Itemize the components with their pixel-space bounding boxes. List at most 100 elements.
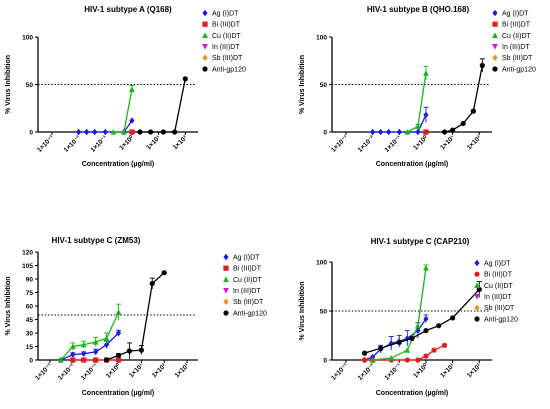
series-ag-i-dt bbox=[370, 106, 429, 136]
data-point bbox=[415, 322, 421, 329]
data-point bbox=[182, 76, 188, 82]
y-tick-label: 60 bbox=[26, 303, 34, 310]
y-tick-label: 0 bbox=[323, 129, 327, 136]
legend-marker bbox=[492, 32, 498, 38]
chart-title: HIV-1 subtype C (ZM53) bbox=[52, 236, 141, 245]
data-point bbox=[103, 357, 110, 363]
legend-label: Ag (I)DT bbox=[484, 260, 511, 267]
data-point bbox=[138, 347, 144, 353]
legend: Ag (I)DT Bi (III)DT Cu (II)DT In (III)DT Sb … bbox=[223, 253, 267, 317]
chart-title: HIV-1 subtype A (Q168) bbox=[84, 5, 172, 14]
legend-label: In (III)DT bbox=[484, 294, 512, 301]
chart-panel-3: HIV-1 subtype C (ZM53) 0 15 30 45 60 75 90 105 12… bbox=[5, 236, 267, 397]
data-point bbox=[476, 286, 482, 293]
legend-label: Cu (II)DT bbox=[484, 283, 514, 290]
data-point bbox=[441, 342, 448, 348]
legend-label: Sb (III)DT bbox=[212, 55, 243, 62]
legend-marker bbox=[492, 21, 498, 27]
data-point bbox=[415, 123, 421, 129]
series-bi-iii-dt bbox=[70, 357, 122, 363]
data-point bbox=[137, 129, 143, 135]
x-tick-label: 1×10⁻² bbox=[63, 134, 83, 154]
y-axis-label: % Virus Inhibition bbox=[299, 55, 306, 114]
chart-panel-4: HIV-1 subtype C (CAP210) 0 50 100 1×10⁻³ 1×10… bbox=[299, 237, 518, 397]
y-tick-label: 15 bbox=[26, 344, 34, 351]
data-point bbox=[84, 128, 90, 136]
data-point bbox=[460, 120, 466, 127]
chart-panel-1: HIV-1 subtype A (Q168) 0 50 100 1×10⁻³ 1×10⁻²… bbox=[5, 5, 246, 168]
x-tick-label: 1×10² bbox=[172, 134, 189, 151]
data-point bbox=[470, 108, 476, 114]
data-point bbox=[149, 280, 155, 287]
legend-label: In (III)DT bbox=[502, 44, 530, 51]
legend-marker bbox=[492, 66, 498, 72]
data-point bbox=[81, 350, 87, 357]
x-tick-label: 1×10⁻¹ bbox=[89, 134, 108, 153]
x-axis-label: Concentration (µg/ml) bbox=[376, 390, 448, 397]
x-tick-label: 1×10¹ bbox=[145, 134, 162, 151]
data-point bbox=[378, 128, 384, 136]
data-point bbox=[147, 129, 154, 135]
data-point bbox=[415, 128, 421, 136]
data-point bbox=[450, 315, 456, 321]
data-point bbox=[431, 347, 437, 353]
data-point bbox=[369, 357, 376, 363]
y-tick-label: 50 bbox=[320, 82, 328, 89]
legend-marker bbox=[223, 276, 229, 282]
data-point bbox=[479, 62, 485, 69]
y-axis-label: % Virus Inhibition bbox=[299, 282, 306, 341]
data-point bbox=[103, 341, 110, 348]
x-tick-label: 1×10⁻³ bbox=[330, 362, 350, 382]
legend-marker bbox=[474, 259, 480, 267]
data-point bbox=[404, 335, 410, 342]
data-point bbox=[126, 348, 133, 354]
data-point bbox=[378, 345, 384, 351]
legend-label: Ag (I)DT bbox=[233, 254, 260, 261]
data-point bbox=[121, 129, 127, 135]
legend-label: Anti-gp120 bbox=[233, 310, 267, 317]
data-point bbox=[396, 339, 402, 345]
x-tick-label: 1×10⁰ bbox=[104, 361, 122, 379]
y-tick-label: 0 bbox=[29, 357, 33, 364]
legend: Ag (I)DT Bi (III)DT Cu (II)DT In (III)DT Sb … bbox=[492, 9, 536, 73]
x-tick-label: 1×10² bbox=[151, 362, 168, 379]
data-point bbox=[423, 129, 429, 135]
legend-label: Bi (III)DT bbox=[484, 272, 513, 279]
legend-marker bbox=[223, 298, 229, 305]
y-tick-label: 120 bbox=[22, 249, 33, 256]
series-line bbox=[364, 288, 480, 354]
legend-label: Sb (III)DT bbox=[233, 299, 264, 306]
x-tick-label: 1×10⁻³ bbox=[36, 134, 56, 154]
y-tick-label: 0 bbox=[29, 129, 33, 136]
y-tick-label: 75 bbox=[26, 290, 34, 297]
data-point bbox=[81, 357, 87, 363]
data-point bbox=[423, 353, 429, 359]
data-point bbox=[110, 129, 117, 135]
series-anti-gp120 bbox=[103, 270, 167, 363]
data-point bbox=[386, 128, 392, 136]
data-point bbox=[92, 339, 99, 345]
data-point bbox=[172, 129, 178, 135]
data-point bbox=[92, 128, 98, 136]
data-point bbox=[115, 357, 122, 363]
data-point bbox=[80, 341, 87, 348]
x-axis-label: Concentration (µg/ml) bbox=[82, 390, 154, 397]
data-point bbox=[388, 340, 394, 347]
legend-label: Anti-gp120 bbox=[212, 66, 246, 73]
y-tick-label: 50 bbox=[26, 82, 34, 89]
data-point bbox=[70, 351, 76, 358]
legend: Ag (I)DT Bi (III)DT Cu (II)DT In (III)DT Sb … bbox=[202, 9, 246, 73]
x-tick-label: 1×10⁻³ bbox=[34, 362, 54, 382]
x-tick-label: 1×10⁻¹ bbox=[383, 134, 402, 153]
data-point bbox=[102, 128, 108, 136]
legend-marker bbox=[223, 265, 229, 271]
chart-title: HIV-1 subtype C (CAP210) bbox=[371, 237, 470, 246]
legend-label: Bi (III)DT bbox=[233, 266, 262, 273]
data-point bbox=[115, 309, 122, 315]
legend-label: Anti-gp120 bbox=[484, 316, 518, 323]
legend-label: Bi (III)DT bbox=[212, 22, 241, 29]
y-tick-label: 0 bbox=[323, 357, 327, 364]
y-tick-label: 50 bbox=[320, 308, 328, 315]
data-point bbox=[441, 129, 448, 135]
